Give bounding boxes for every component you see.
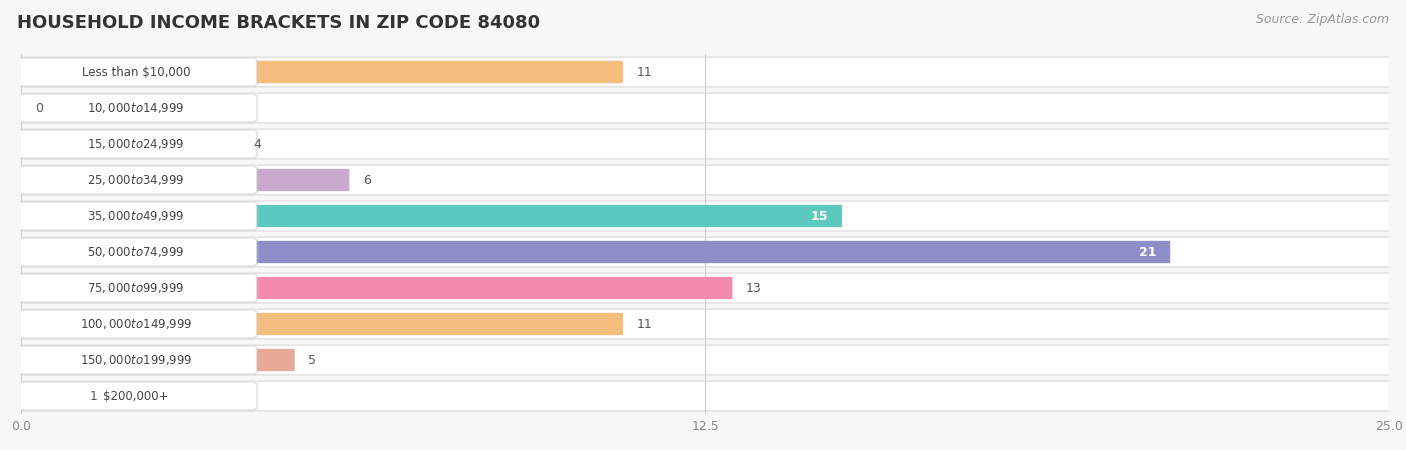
FancyBboxPatch shape <box>21 277 733 299</box>
FancyBboxPatch shape <box>14 273 259 303</box>
FancyBboxPatch shape <box>21 56 1389 88</box>
Text: $150,000 to $199,999: $150,000 to $199,999 <box>80 353 193 367</box>
FancyBboxPatch shape <box>21 310 1389 338</box>
FancyBboxPatch shape <box>14 381 259 411</box>
Text: 11: 11 <box>637 318 652 330</box>
Text: 1: 1 <box>90 390 97 402</box>
FancyBboxPatch shape <box>21 385 76 407</box>
Text: 0: 0 <box>35 102 42 114</box>
Text: $50,000 to $74,999: $50,000 to $74,999 <box>87 245 184 259</box>
FancyBboxPatch shape <box>21 202 1389 230</box>
Text: $10,000 to $14,999: $10,000 to $14,999 <box>87 101 184 115</box>
FancyBboxPatch shape <box>14 201 259 231</box>
FancyBboxPatch shape <box>21 344 1389 376</box>
FancyBboxPatch shape <box>21 61 623 83</box>
FancyBboxPatch shape <box>21 200 1389 232</box>
Text: 6: 6 <box>363 174 371 186</box>
FancyBboxPatch shape <box>15 310 256 338</box>
FancyBboxPatch shape <box>14 345 259 375</box>
FancyBboxPatch shape <box>14 165 259 195</box>
Text: $25,000 to $34,999: $25,000 to $34,999 <box>87 173 184 187</box>
Text: $15,000 to $24,999: $15,000 to $24,999 <box>87 137 184 151</box>
FancyBboxPatch shape <box>21 382 1389 410</box>
Text: HOUSEHOLD INCOME BRACKETS IN ZIP CODE 84080: HOUSEHOLD INCOME BRACKETS IN ZIP CODE 84… <box>17 14 540 32</box>
FancyBboxPatch shape <box>14 93 259 123</box>
FancyBboxPatch shape <box>15 130 256 158</box>
FancyBboxPatch shape <box>21 313 623 335</box>
FancyBboxPatch shape <box>14 309 259 339</box>
FancyBboxPatch shape <box>15 58 256 86</box>
Text: $200,000+: $200,000+ <box>103 390 169 402</box>
Text: 11: 11 <box>637 66 652 78</box>
FancyBboxPatch shape <box>15 166 256 194</box>
Text: $100,000 to $149,999: $100,000 to $149,999 <box>80 317 193 331</box>
Text: Source: ZipAtlas.com: Source: ZipAtlas.com <box>1256 14 1389 27</box>
FancyBboxPatch shape <box>15 238 256 266</box>
Text: $75,000 to $99,999: $75,000 to $99,999 <box>87 281 184 295</box>
FancyBboxPatch shape <box>14 57 259 87</box>
Text: $35,000 to $49,999: $35,000 to $49,999 <box>87 209 184 223</box>
Text: 4: 4 <box>253 138 262 150</box>
Text: Less than $10,000: Less than $10,000 <box>82 66 190 78</box>
FancyBboxPatch shape <box>14 129 259 159</box>
FancyBboxPatch shape <box>21 133 240 155</box>
FancyBboxPatch shape <box>21 166 1389 194</box>
FancyBboxPatch shape <box>15 346 256 374</box>
Text: 15: 15 <box>811 210 828 222</box>
FancyBboxPatch shape <box>21 238 1389 266</box>
FancyBboxPatch shape <box>21 92 1389 124</box>
FancyBboxPatch shape <box>21 380 1389 412</box>
FancyBboxPatch shape <box>21 169 350 191</box>
FancyBboxPatch shape <box>21 164 1389 196</box>
FancyBboxPatch shape <box>21 94 1389 122</box>
FancyBboxPatch shape <box>14 237 259 267</box>
Text: 13: 13 <box>747 282 762 294</box>
FancyBboxPatch shape <box>21 346 1389 374</box>
FancyBboxPatch shape <box>21 272 1389 304</box>
FancyBboxPatch shape <box>15 274 256 302</box>
FancyBboxPatch shape <box>21 349 295 371</box>
FancyBboxPatch shape <box>15 382 256 410</box>
Text: 21: 21 <box>1139 246 1157 258</box>
FancyBboxPatch shape <box>21 308 1389 340</box>
FancyBboxPatch shape <box>21 236 1389 268</box>
FancyBboxPatch shape <box>21 58 1389 86</box>
FancyBboxPatch shape <box>15 202 256 230</box>
FancyBboxPatch shape <box>21 128 1389 160</box>
FancyBboxPatch shape <box>21 205 842 227</box>
FancyBboxPatch shape <box>21 130 1389 158</box>
FancyBboxPatch shape <box>21 241 1170 263</box>
FancyBboxPatch shape <box>15 94 256 122</box>
FancyBboxPatch shape <box>21 274 1389 302</box>
Text: 5: 5 <box>308 354 316 366</box>
